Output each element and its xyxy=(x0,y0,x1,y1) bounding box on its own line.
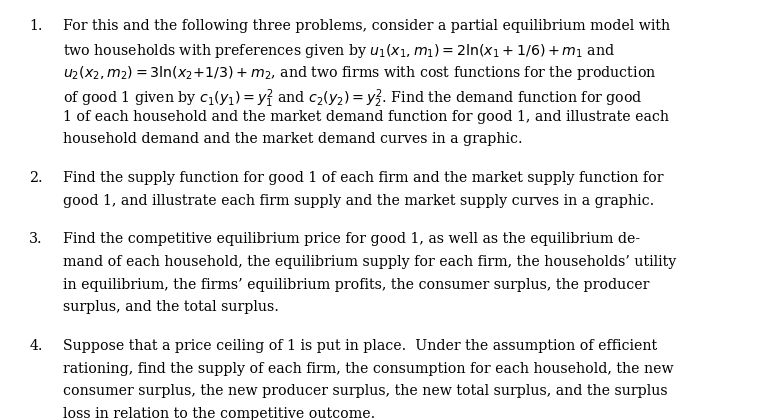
Text: of good 1 given by $c_1(y_1) = y_1^2$ and $c_2(y_2) = y_2^2$. Find the demand fu: of good 1 given by $c_1(y_1) = y_1^2$ an… xyxy=(63,87,643,110)
Text: two households with preferences given by $u_1(x_1, m_1) = 2\ln(x_1 + 1/6) + m_1$: two households with preferences given by… xyxy=(63,42,615,60)
Text: good 1, and illustrate each firm supply and the market supply curves in a graphi: good 1, and illustrate each firm supply … xyxy=(63,194,655,207)
Text: $u_2(x_2, m_2) = 3\ln(x_2\!+\!1/3)+m_2$, and two firms with cost functions for t: $u_2(x_2, m_2) = 3\ln(x_2\!+\!1/3)+m_2$,… xyxy=(63,64,657,82)
Text: Find the competitive equilibrium price for good 1, as well as the equilibrium de: Find the competitive equilibrium price f… xyxy=(63,232,641,246)
Text: loss in relation to the competitive outcome.: loss in relation to the competitive outc… xyxy=(63,407,375,420)
Text: in equilibrium, the firms’ equilibrium profits, the consumer surplus, the produc: in equilibrium, the firms’ equilibrium p… xyxy=(63,278,650,291)
Text: For this and the following three problems, consider a partial equilibrium model : For this and the following three problem… xyxy=(63,19,670,33)
Text: 4.: 4. xyxy=(29,339,42,353)
Text: consumer surplus, the new producer surplus, the new total surplus, and the surpl: consumer surplus, the new producer surpl… xyxy=(63,384,668,398)
Text: Suppose that a price ceiling of 1 is put in place.  Under the assumption of effi: Suppose that a price ceiling of 1 is put… xyxy=(63,339,658,353)
Text: Find the supply function for good 1 of each firm and the market supply function : Find the supply function for good 1 of e… xyxy=(63,171,664,185)
Text: surplus, and the total surplus.: surplus, and the total surplus. xyxy=(63,300,279,314)
Text: 2.: 2. xyxy=(29,171,43,185)
Text: rationing, find the supply of each firm, the consumption for each household, the: rationing, find the supply of each firm,… xyxy=(63,362,674,375)
Text: 1.: 1. xyxy=(29,19,42,33)
Text: mand of each household, the equilibrium supply for each firm, the households’ ut: mand of each household, the equilibrium … xyxy=(63,255,676,269)
Text: household demand and the market demand curves in a graphic.: household demand and the market demand c… xyxy=(63,132,523,146)
Text: 3.: 3. xyxy=(29,232,43,246)
Text: 1 of each household and the market demand function for good 1, and illustrate ea: 1 of each household and the market deman… xyxy=(63,110,669,123)
